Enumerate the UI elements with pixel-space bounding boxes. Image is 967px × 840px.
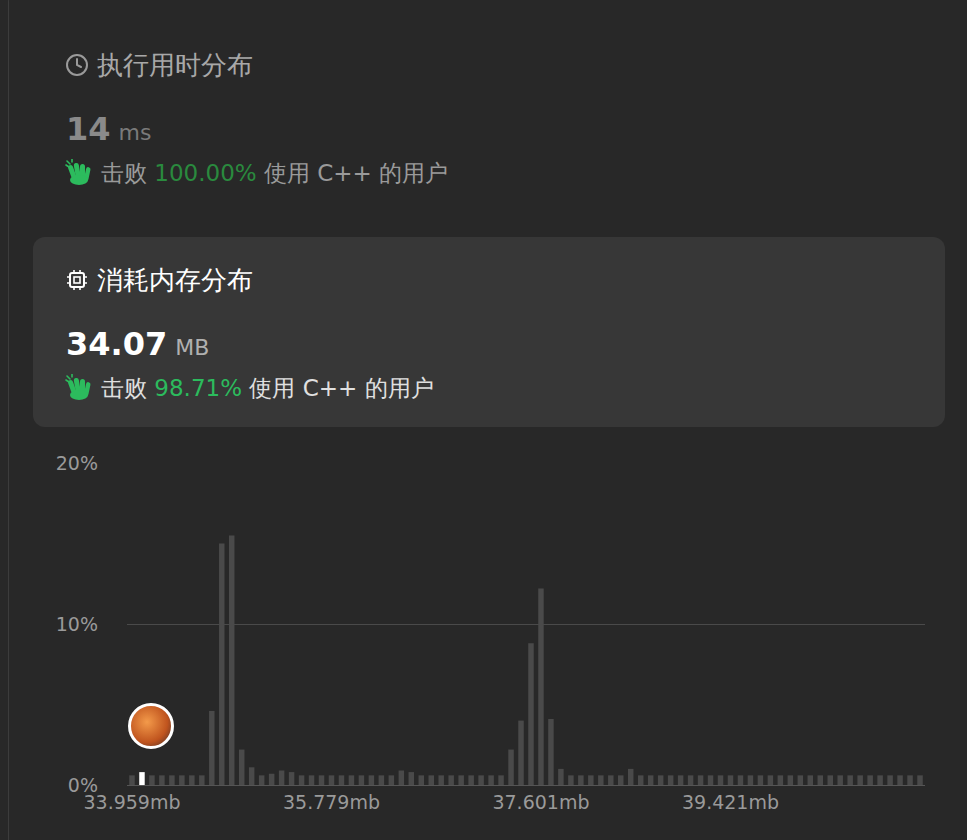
html-text:击败 98.71% 使用 C++ 的用户: 击败 98.71% 使用 C++ 的用户 — [101, 375, 434, 401]
svg-text:33.959mb: 33.959mb — [83, 791, 180, 813]
html-text:击败 100.00% 使用 C++ 的用户: 击败 100.00% 使用 C++ 的用户 — [101, 160, 449, 186]
html-text:14 ms: 14 ms — [66, 110, 152, 148]
svg-text:37.601mb: 37.601mb — [492, 791, 589, 813]
svg-text:35.779mb: 35.779mb — [283, 791, 380, 813]
html-text:消耗内存分布: 消耗内存分布 — [97, 265, 253, 295]
svg-text:20%: 20% — [56, 452, 98, 474]
svg-text:39.421mb: 39.421mb — [682, 791, 779, 813]
html-text:34.07 MB: 34.07 MB — [66, 325, 210, 363]
svg-text:10%: 10% — [56, 613, 98, 635]
svg-text:0%: 0% — [68, 774, 98, 796]
html-text:执行用时分布: 执行用时分布 — [97, 50, 253, 80]
